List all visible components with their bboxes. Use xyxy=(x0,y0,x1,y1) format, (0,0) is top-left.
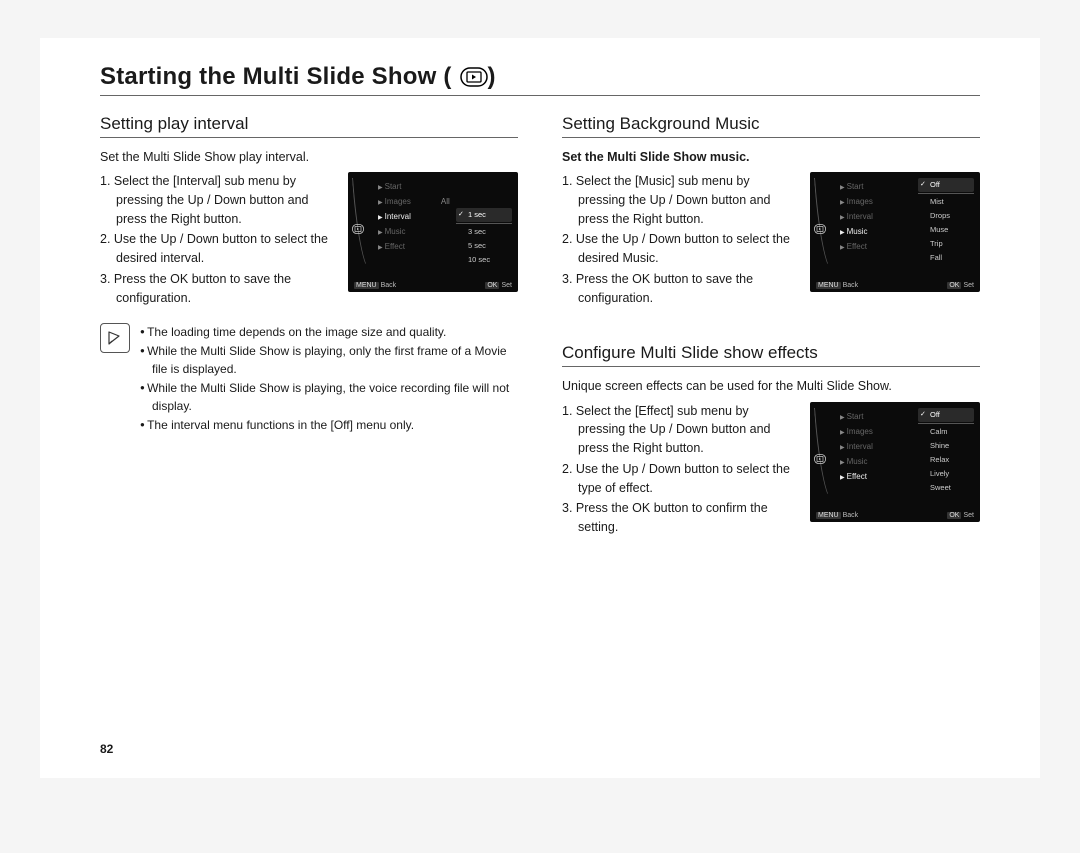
section-title-interval: Setting play interval xyxy=(100,114,518,138)
manual-page: Starting the Multi Slide Show ( ) Settin… xyxy=(40,38,1040,778)
list-item: 2. Use the Up / Down button to select th… xyxy=(562,230,798,268)
intro-music: Set the Multi Slide Show music. xyxy=(562,148,980,166)
list-item: 3. Press the OK button to save the confi… xyxy=(100,270,336,308)
note-list: The loading time depends on the image si… xyxy=(140,323,518,435)
note-box: The loading time depends on the image si… xyxy=(100,323,518,435)
screenshot-footer: MENUBack OKSet xyxy=(354,282,512,289)
intro-effects: Unique screen effects can be used for th… xyxy=(562,377,980,395)
page-title-close: ) xyxy=(488,63,496,91)
camera-screenshot-effects: ▶Start ▶Images ▶Interval ▶Music ▶Effect … xyxy=(810,402,980,522)
interval-steps: 1. Select the [Interval] sub menu by pre… xyxy=(100,172,336,309)
music-steps-row: 1. Select the [Music] sub menu by pressi… xyxy=(562,172,980,309)
screenshot-footer: MENUBack OKSet xyxy=(816,282,974,289)
list-item: 3. Press the OK button to save the confi… xyxy=(562,270,798,308)
page-title: Starting the Multi Slide Show ( xyxy=(100,63,452,91)
list-item: While the Multi Slide Show is playing, o… xyxy=(140,342,518,378)
submenu-list: Off Mist Drops Muse Trip Fall xyxy=(918,178,974,265)
list-item: 1. Select the [Interval] sub menu by pre… xyxy=(100,172,336,228)
list-item: The interval menu functions in the [Off]… xyxy=(140,416,518,434)
list-item: 3. Press the OK button to confirm the se… xyxy=(562,499,798,537)
intro-interval: Set the Multi Slide Show play interval. xyxy=(100,148,518,166)
list-item: 1. Select the [Music] sub menu by pressi… xyxy=(562,172,798,228)
content-columns: Setting play interval Set the Multi Slid… xyxy=(100,114,980,553)
camera-screenshot-interval: ▶Start ▶ImagesAll ▶Interval ▶Music ▶Effe… xyxy=(348,172,518,292)
page-number: 82 xyxy=(100,742,113,756)
screenshot-footer: MENUBack OKSet xyxy=(816,512,974,519)
slideshow-icon xyxy=(460,67,488,87)
right-column: Setting Background Music Set the Multi S… xyxy=(562,114,980,553)
submenu-list: Off Calm Shine Relax Lively Sweet xyxy=(918,408,974,495)
effects-steps-row: 1. Select the [Effect] sub menu by press… xyxy=(562,402,980,539)
list-item: 2. Use the Up / Down button to select th… xyxy=(562,460,798,498)
section-title-music: Setting Background Music xyxy=(562,114,980,138)
left-column: Setting play interval Set the Multi Slid… xyxy=(100,114,518,553)
slideshow-mode-icon xyxy=(352,224,364,236)
section-title-effects: Configure Multi Slide show effects xyxy=(562,343,980,367)
menu-list: ▶Start ▶ImagesAll ▶Interval ▶Music ▶Effe… xyxy=(378,180,450,255)
page-title-row: Starting the Multi Slide Show ( ) xyxy=(100,63,980,96)
menu-list: ▶Start ▶Images ▶Interval ▶Music ▶Effect xyxy=(840,180,873,255)
slideshow-mode-icon xyxy=(814,454,826,466)
menu-list: ▶Start ▶Images ▶Interval ▶Music ▶Effect xyxy=(840,410,873,485)
interval-steps-row: 1. Select the [Interval] sub menu by pre… xyxy=(100,172,518,309)
submenu-list: 1 sec 3 sec 5 sec 10 sec xyxy=(456,180,512,267)
list-item: 1. Select the [Effect] sub menu by press… xyxy=(562,402,798,458)
music-steps: 1. Select the [Music] sub menu by pressi… xyxy=(562,172,798,309)
list-item: The loading time depends on the image si… xyxy=(140,323,518,341)
effects-steps: 1. Select the [Effect] sub menu by press… xyxy=(562,402,798,539)
list-item: 2. Use the Up / Down button to select th… xyxy=(100,230,336,268)
list-item: While the Multi Slide Show is playing, t… xyxy=(140,379,518,415)
camera-screenshot-music: ▶Start ▶Images ▶Interval ▶Music ▶Effect … xyxy=(810,172,980,292)
note-icon xyxy=(100,323,130,353)
slideshow-mode-icon xyxy=(814,224,826,236)
